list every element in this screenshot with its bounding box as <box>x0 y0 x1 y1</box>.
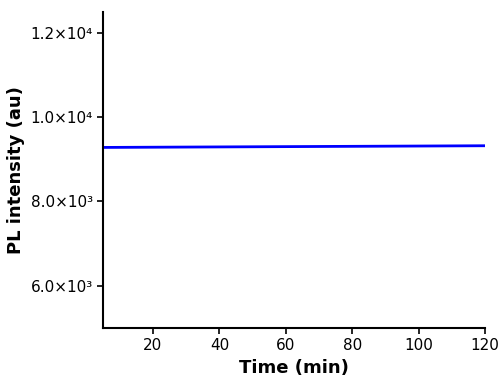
X-axis label: Time (min): Time (min) <box>239 359 349 377</box>
Y-axis label: PL intensity (au): PL intensity (au) <box>7 86 25 254</box>
